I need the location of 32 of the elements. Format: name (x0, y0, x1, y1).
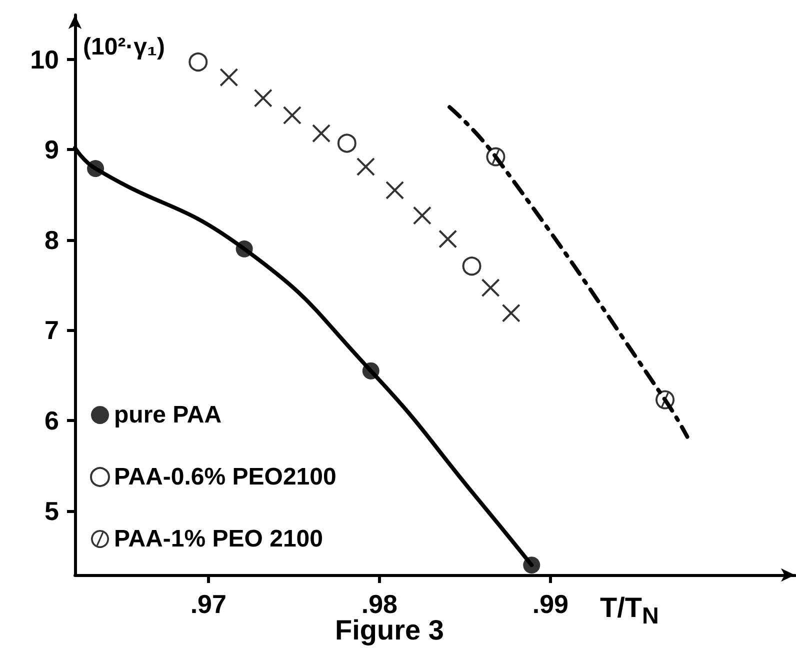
line-series (448, 105, 690, 439)
point (486, 147, 506, 166)
point (312, 124, 330, 142)
point (220, 68, 238, 86)
legend-label: PAA-0.6% PEO2100 (114, 464, 336, 490)
legend-label: PAA-1% PEO 2100 (114, 526, 323, 552)
y-tick-label: 5 (44, 496, 59, 526)
point (188, 52, 208, 72)
point (337, 134, 356, 153)
point (362, 362, 380, 380)
y-tick-label: 7 (44, 315, 59, 346)
y-tick-label: 8 (44, 224, 59, 255)
point (236, 240, 253, 258)
point (502, 304, 520, 322)
point (438, 230, 457, 248)
point (656, 390, 675, 410)
y-tick-label: 6 (44, 406, 59, 436)
x-tick-label: .97 (190, 589, 226, 619)
point (523, 556, 540, 574)
point (254, 89, 272, 108)
point (482, 278, 500, 297)
x-axis-title: T/T$_{N}$ (600, 592, 659, 630)
point (462, 256, 482, 276)
y-tick-label: 9 (44, 134, 59, 165)
y-axis-title: (10²·γ₁) (83, 34, 165, 60)
x-tick-label: .99 (532, 589, 569, 619)
point (386, 181, 404, 200)
point (413, 206, 432, 225)
legend-label: pure PAA (114, 402, 222, 428)
y-tick-label: 10 (30, 44, 59, 74)
point (87, 160, 104, 178)
point (283, 106, 302, 124)
